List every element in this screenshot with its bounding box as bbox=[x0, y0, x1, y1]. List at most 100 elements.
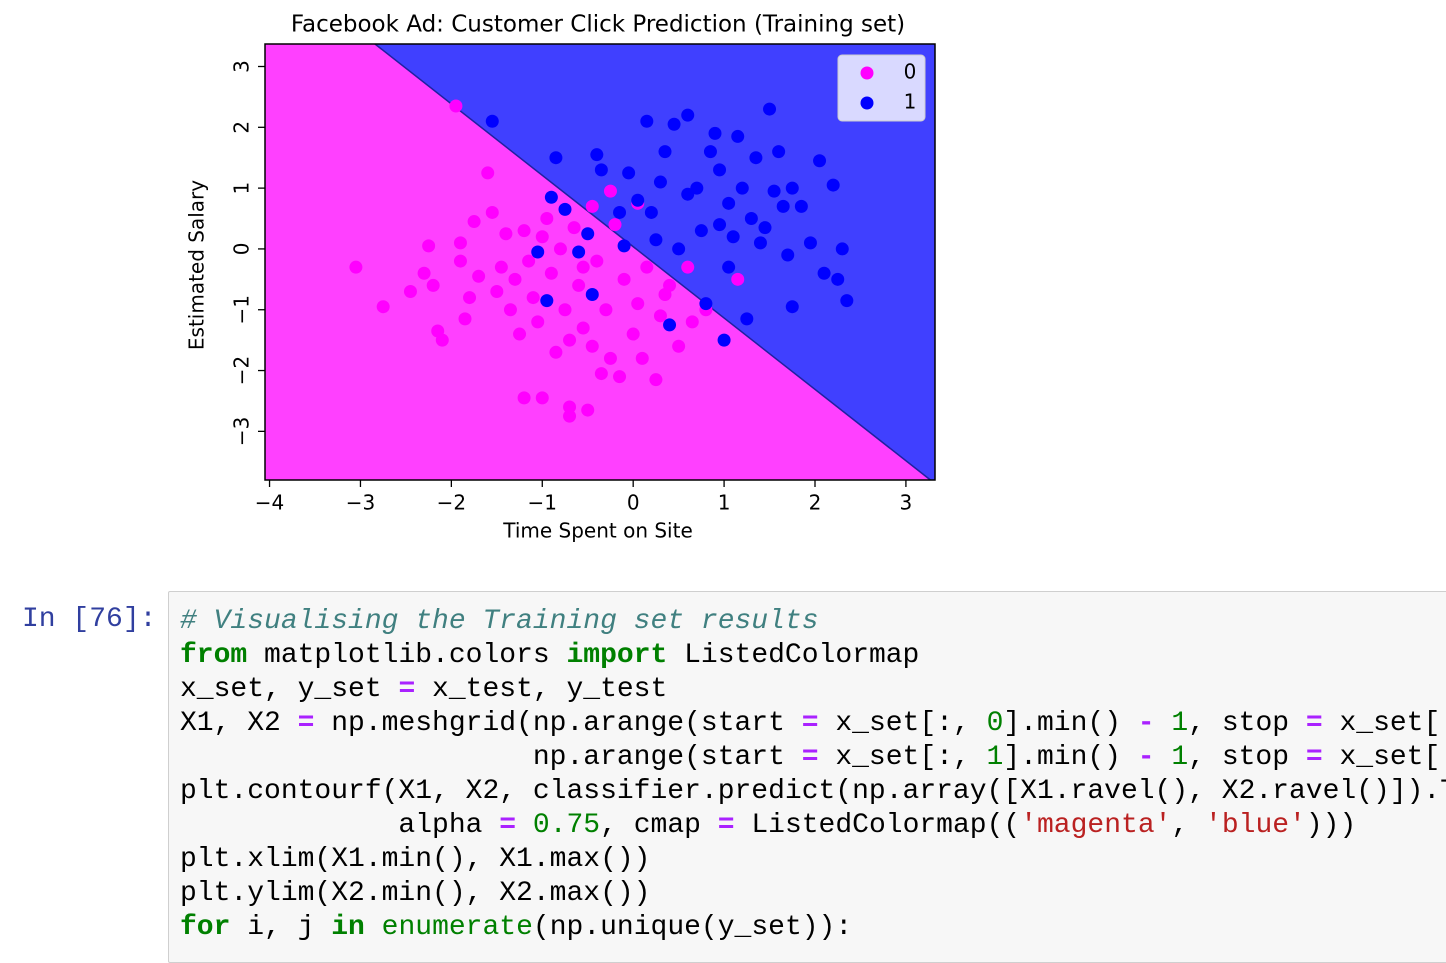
code-token: - bbox=[1137, 742, 1155, 773]
point bbox=[522, 254, 536, 268]
code-token: from bbox=[180, 640, 248, 671]
point bbox=[376, 300, 390, 314]
code-token: x_set[: bbox=[1322, 708, 1446, 739]
x-tick-label: 2 bbox=[809, 491, 822, 515]
code-token: import bbox=[566, 640, 668, 671]
y-tick-label: −1 bbox=[230, 295, 254, 324]
code-token: = bbox=[717, 810, 735, 841]
code-token: = bbox=[1305, 742, 1323, 773]
point bbox=[426, 278, 440, 292]
code-line: plt.ylim(X2.min(), X2.max()) bbox=[180, 877, 1446, 911]
point bbox=[535, 391, 549, 405]
code-token: x_set[:, bbox=[818, 742, 987, 773]
y-tick-label: 3 bbox=[230, 60, 254, 73]
code-token: ].min() bbox=[1003, 742, 1138, 773]
point bbox=[785, 300, 799, 314]
code-token: 1 bbox=[986, 742, 1004, 773]
point bbox=[785, 181, 799, 195]
point bbox=[449, 99, 463, 113]
decision-boundary bbox=[374, 43, 931, 481]
code-token: , bbox=[1171, 810, 1206, 841]
point bbox=[549, 151, 563, 165]
code-token bbox=[516, 810, 533, 841]
code-token: i, j bbox=[230, 912, 332, 943]
point bbox=[817, 266, 831, 280]
code-token: ].min() bbox=[1003, 708, 1138, 739]
plot-frame bbox=[264, 43, 936, 481]
point bbox=[794, 199, 808, 213]
point bbox=[631, 193, 645, 207]
point bbox=[772, 145, 786, 159]
point bbox=[526, 291, 540, 305]
chart: Facebook Ad: Customer Click Prediction (… bbox=[185, 12, 936, 543]
code-line: plt.contourf(X1, X2, classifier.predict(… bbox=[180, 775, 1446, 809]
legend-label: 1 bbox=[904, 90, 917, 114]
x-tick-label: 3 bbox=[900, 491, 913, 515]
code-line: np.arange(start = x_set[:, 1].min() - 1,… bbox=[180, 741, 1446, 775]
point bbox=[694, 224, 708, 238]
point bbox=[453, 254, 467, 268]
x-tick-label: −3 bbox=[346, 491, 375, 515]
point bbox=[831, 272, 845, 286]
point bbox=[517, 391, 531, 405]
code-token: x_set, y_set bbox=[180, 674, 399, 705]
point bbox=[535, 230, 549, 244]
point bbox=[540, 212, 554, 226]
point bbox=[590, 148, 604, 162]
point bbox=[735, 181, 749, 195]
code-token: plt.contourf(X1, X2, classifier.predict(… bbox=[180, 776, 1446, 807]
point bbox=[417, 266, 431, 280]
x-tick-label: 1 bbox=[718, 491, 731, 515]
point bbox=[835, 242, 849, 256]
legend-marker bbox=[860, 66, 874, 80]
point bbox=[508, 272, 522, 286]
point bbox=[826, 178, 840, 192]
point bbox=[631, 297, 645, 311]
point bbox=[740, 312, 754, 326]
code-token: 1 bbox=[1171, 742, 1189, 773]
point bbox=[558, 202, 572, 216]
point bbox=[781, 248, 795, 262]
code-token: in bbox=[331, 912, 365, 943]
point bbox=[531, 245, 545, 259]
y-tick-label: −3 bbox=[230, 417, 254, 446]
code-token: , stop bbox=[1188, 742, 1306, 773]
x-tick-label: −2 bbox=[437, 491, 466, 515]
chart-title: Facebook Ad: Customer Click Prediction (… bbox=[291, 12, 905, 38]
code-token: enumerate bbox=[381, 912, 533, 943]
code-line: for i, j in enumerate(np.unique(y_set)): bbox=[180, 911, 1446, 945]
point bbox=[594, 163, 608, 177]
code-token: - bbox=[1137, 708, 1155, 739]
point bbox=[713, 163, 727, 177]
point bbox=[563, 409, 577, 423]
code-token: alpha bbox=[180, 810, 500, 841]
point bbox=[613, 370, 627, 384]
point bbox=[531, 315, 545, 329]
point bbox=[640, 260, 654, 274]
point bbox=[763, 102, 777, 116]
point bbox=[658, 288, 672, 302]
point bbox=[681, 108, 695, 122]
point bbox=[649, 233, 663, 247]
point bbox=[608, 218, 622, 232]
legend-box bbox=[837, 54, 926, 122]
code-cell[interactable]: # Visualising the Training set results fr… bbox=[168, 591, 1446, 963]
point bbox=[649, 373, 663, 387]
code-line: # Visualising the Training set results bbox=[180, 605, 1446, 639]
code-line: from matplotlib.colors import ListedColo… bbox=[180, 639, 1446, 673]
point bbox=[481, 166, 495, 180]
code-token: ListedColormap(( bbox=[734, 810, 1021, 841]
code-token: = bbox=[801, 742, 819, 773]
point bbox=[640, 114, 654, 128]
point bbox=[540, 294, 554, 308]
point bbox=[681, 187, 695, 201]
x-axis-label: Time Spent on Site bbox=[502, 519, 693, 543]
point bbox=[803, 236, 817, 250]
point bbox=[703, 145, 717, 159]
point bbox=[572, 245, 586, 259]
point bbox=[617, 239, 631, 253]
code-token bbox=[1155, 708, 1172, 739]
y-tick-label: 1 bbox=[230, 182, 254, 195]
point bbox=[544, 266, 558, 280]
code-token: for bbox=[180, 912, 231, 943]
